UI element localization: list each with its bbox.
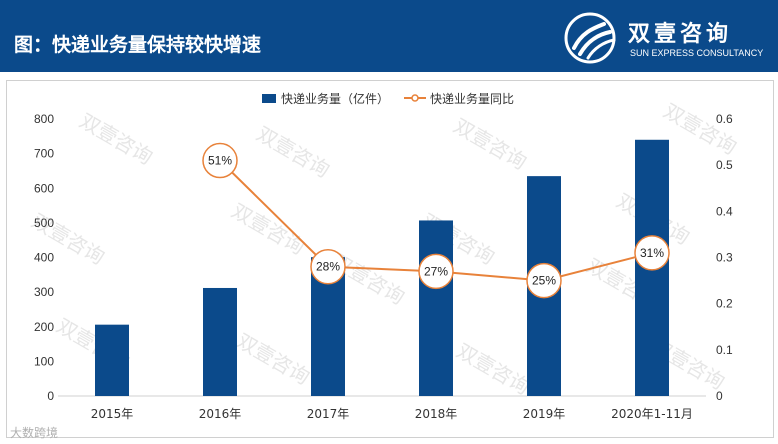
x-tick-label: 2016年 [199, 407, 242, 421]
y2-tick-label: 0 [716, 389, 723, 403]
y-tick-label: 0 [47, 389, 54, 403]
legend: 快递业务量（亿件） 快递业务量同比 [262, 91, 514, 106]
left-axis: 0 100 200 300 400 500 600 700 800 [34, 112, 54, 403]
watermark-text: 双壹咨询 [450, 114, 531, 175]
y2-tick-label: 0.5 [716, 158, 733, 172]
source-watermark: 大数跨境 [10, 426, 59, 440]
company-logo: 双壹咨询 SUN EXPRESS CONSULTANCY [560, 10, 770, 66]
logo-text-cn: 双壹咨询 [628, 22, 733, 47]
bar-2 [203, 287, 237, 396]
page-title: 图：快递业务量保持较快增速 [14, 34, 262, 56]
x-tick-label: 2020年1-11月 [611, 407, 693, 421]
growth-point [202, 142, 238, 179]
legend-bar-swatch [262, 94, 276, 103]
y2-tick-label: 0.1 [716, 343, 733, 357]
y-tick-label: 600 [34, 181, 54, 195]
y2-tick-label: 0.6 [716, 112, 733, 126]
growth-data-label: 27% [424, 264, 448, 278]
growth-point [310, 248, 346, 285]
y2-tick-label: 0.3 [716, 251, 733, 265]
logo-swirl-icon [564, 12, 616, 64]
y-tick-label: 800 [34, 112, 54, 126]
bar-1 [95, 324, 129, 396]
y-tick-label: 200 [34, 320, 54, 334]
watermark-text: 双壹咨询 [76, 109, 157, 170]
legend-bar-label: 快递业务量（亿件） [281, 91, 389, 106]
x-tick-label: 2019年 [523, 407, 566, 421]
right-axis: 0 0.1 0.2 0.3 0.4 0.5 0.6 [716, 112, 733, 403]
line-series: 51% 28% 27% 25% 31% [202, 142, 670, 299]
legend-line-marker [411, 94, 419, 102]
watermark-text: 双壹咨询 [253, 122, 334, 183]
y-tick-label: 100 [34, 354, 54, 368]
y-tick-label: 700 [34, 147, 54, 161]
bar-4 [419, 220, 453, 396]
logo-text-en: SUN EXPRESS CONSULTANCY [630, 48, 764, 58]
growth-data-label: 31% [640, 246, 664, 260]
growth-point [526, 262, 562, 299]
x-tick-label: 2017年 [307, 407, 350, 421]
y-tick-label: 400 [34, 251, 54, 265]
x-tick-label: 2018年 [415, 407, 458, 421]
header-banner: 图：快递业务量保持较快增速 双壹咨询 SUN EXPRESS CONSULTAN… [0, 0, 778, 72]
growth-data-label: 28% [316, 260, 340, 274]
legend-line-label: 快递业务量同比 [430, 91, 514, 106]
growth-point [634, 235, 670, 271]
y-tick-label: 500 [34, 216, 54, 230]
y-tick-label: 300 [34, 285, 54, 299]
bars [95, 139, 669, 396]
watermark-text: 双壹咨询 [660, 99, 741, 160]
growth-data-label: 51% [208, 154, 232, 168]
watermark-text: 双壹咨询 [453, 339, 534, 400]
watermark-text: 双壹咨询 [233, 329, 314, 390]
y2-tick-label: 0.2 [716, 297, 733, 311]
y2-tick-label: 0.4 [716, 204, 733, 218]
x-axis-labels: 2015年 2016年 2017年 2018年 2019年 2020年1-11月 [91, 407, 693, 421]
growth-point [418, 253, 454, 290]
growth-data-label: 25% [532, 274, 556, 288]
x-tick-label: 2015年 [91, 407, 134, 421]
